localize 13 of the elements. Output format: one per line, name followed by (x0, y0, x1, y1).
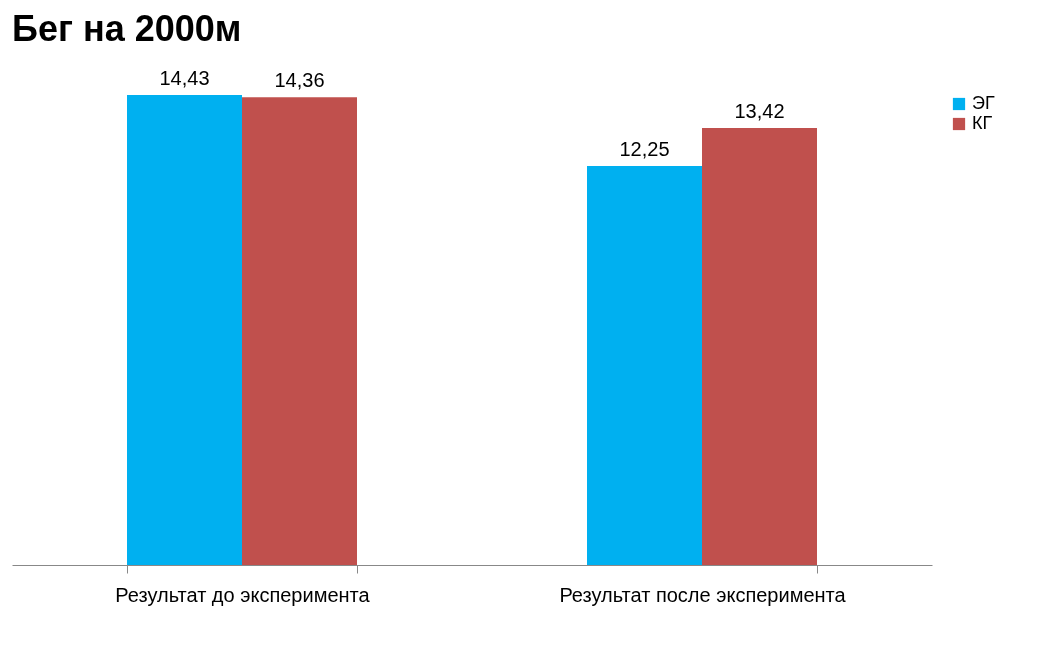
data-label: 14,36 (274, 69, 325, 92)
bar (587, 166, 702, 565)
legend-label: КГ (972, 113, 993, 133)
data-label: 14,43 (159, 67, 210, 89)
bar (127, 95, 242, 565)
chart-title: Бег на 2000м (12, 8, 242, 49)
bar (242, 97, 357, 565)
data-label: 12,25 (619, 138, 670, 160)
x-tick-label: Результат после эксперимента (559, 583, 847, 606)
bar (702, 127, 817, 565)
data-label: 13,42 (734, 99, 785, 122)
x-tick-label: Результат до эксперимента (115, 583, 371, 606)
legend-label: ЭГ (972, 93, 995, 113)
